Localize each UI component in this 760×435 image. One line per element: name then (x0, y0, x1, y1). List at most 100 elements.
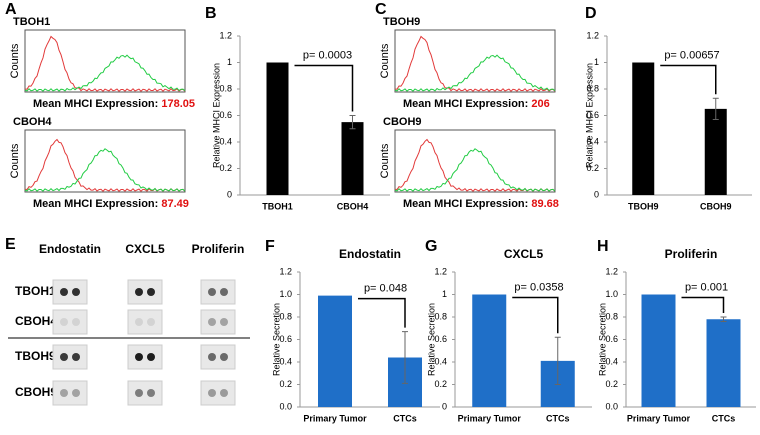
blot-dot (220, 318, 228, 326)
column-header: Endostatin (39, 242, 101, 256)
y-axis-label: Counts (379, 143, 391, 178)
histogram-curve (24, 35, 186, 92)
histogram-curve (24, 148, 186, 192)
caption: Mean MHCI Expression: (33, 98, 158, 110)
y-tick-label: 0.0 (605, 401, 618, 411)
y-tick-label: 1 (227, 57, 232, 67)
p-value: p= 0.001 (685, 281, 728, 293)
blot-tile (200, 309, 236, 335)
blot-dot (135, 353, 143, 361)
mean-expression: Mean MHCI Expression: 178.05 (33, 98, 195, 110)
y-axis-label: Relative MHCI Expression (584, 63, 594, 168)
row-label: CBOH4 (15, 314, 57, 328)
blot-dot (72, 389, 80, 397)
y-tick-label: 1.0 (279, 289, 292, 299)
y-tick-label: 0.0 (279, 401, 292, 411)
y-tick-label: 0 (227, 189, 232, 199)
blot-dot (60, 288, 68, 296)
plot-frame (24, 129, 186, 193)
y-axis-label: Relative Secretion (271, 303, 281, 376)
blot-dot (135, 318, 143, 326)
significance-bracket (512, 296, 559, 334)
panel-letter: F (265, 238, 275, 255)
histogram-curve (394, 35, 556, 92)
row-label: TBOH1 (15, 284, 56, 298)
y-tick-label: 0.6 (586, 110, 599, 120)
x-tick-label: CBOH9 (700, 201, 732, 211)
plot-frame (394, 29, 556, 93)
bar (266, 62, 289, 195)
blot-dot (147, 353, 155, 361)
y-tick-label: 0.4 (586, 136, 599, 146)
chart-title: Proliferin (665, 247, 718, 261)
p-value: p= 0.0358 (514, 281, 563, 293)
blot-tile (52, 344, 88, 370)
panel-letter: E (5, 236, 16, 253)
blot-dot (208, 318, 216, 326)
mean-value: 178.05 (161, 98, 195, 110)
blot-dot (135, 389, 143, 397)
y-tick-label: 0.8 (434, 311, 447, 321)
x-tick-label: Primary Tumor (458, 413, 522, 423)
x-tick-label: Primary Tumor (627, 413, 691, 423)
blot-dot (60, 318, 68, 326)
significance-bracket (358, 297, 406, 328)
y-axis-label: Relative Secretion (426, 303, 436, 376)
blot-tile (127, 344, 163, 370)
caption: Mean MHCI Expression: (33, 198, 158, 210)
column-header: CXCL5 (125, 242, 165, 256)
histogram-curve (24, 138, 186, 192)
significance-bracket (681, 296, 725, 313)
y-tick-label: 1 (442, 289, 447, 299)
p-value: p= 0.00657 (664, 49, 719, 61)
blot-dot (220, 389, 228, 397)
blot-dot (60, 389, 68, 397)
histogram-curve (394, 138, 556, 192)
blot-dot (72, 288, 80, 296)
x-tick-label: Primary Tumor (303, 413, 367, 423)
blot-tile (52, 309, 88, 335)
y-tick-label: 1.2 (586, 30, 599, 40)
bar (341, 122, 364, 195)
y-axis-label: Counts (379, 43, 391, 78)
panel-letter: G (425, 238, 437, 255)
sample-label: TBOH9 (383, 16, 420, 28)
y-tick-label: 0 (442, 401, 447, 411)
blot-dot (220, 288, 228, 296)
sample-label: TBOH1 (13, 16, 50, 28)
y-tick-label: 0.2 (605, 379, 618, 389)
y-tick-label: 0.8 (586, 83, 599, 93)
mean-expression: Mean MHCI Expression: 87.49 (33, 198, 189, 210)
blot-tile (200, 279, 236, 305)
y-tick-label: 0.6 (434, 334, 447, 344)
blot-dot (208, 389, 216, 397)
mean-value: 89.68 (531, 198, 559, 210)
mean-value: 87.49 (161, 198, 189, 210)
significance-bracket (294, 64, 354, 112)
blot-tile (127, 279, 163, 305)
y-tick-label: 0.2 (279, 379, 292, 389)
y-tick-label: 0.6 (605, 334, 618, 344)
y-axis-label: Counts (9, 143, 21, 178)
y-tick-label: 0.2 (434, 379, 447, 389)
bar (632, 62, 655, 195)
blot-tile (127, 309, 163, 335)
y-tick-label: 1 (594, 57, 599, 67)
y-tick-label: 0 (594, 189, 599, 199)
x-tick-label: CBOH4 (337, 201, 369, 211)
x-tick-label: CTCs (712, 413, 736, 423)
blot-tile (52, 279, 88, 305)
y-tick-label: 0.2 (219, 163, 232, 173)
y-tick-label: 1.2 (605, 266, 618, 276)
column-header: Proliferin (192, 242, 245, 256)
sample-label: CBOH4 (13, 116, 52, 128)
p-value: p= 0.0003 (303, 49, 352, 61)
plot-frame (394, 129, 556, 193)
blot-dot (220, 353, 228, 361)
blot-dot (208, 288, 216, 296)
y-tick-label: 1.2 (434, 266, 447, 276)
caption: Mean MHCI Expression: (403, 98, 528, 110)
x-tick-label: CTCs (393, 413, 417, 423)
mean-expression: Mean MHCI Expression: 206 (403, 98, 550, 110)
panel-letter: A (5, 1, 17, 18)
